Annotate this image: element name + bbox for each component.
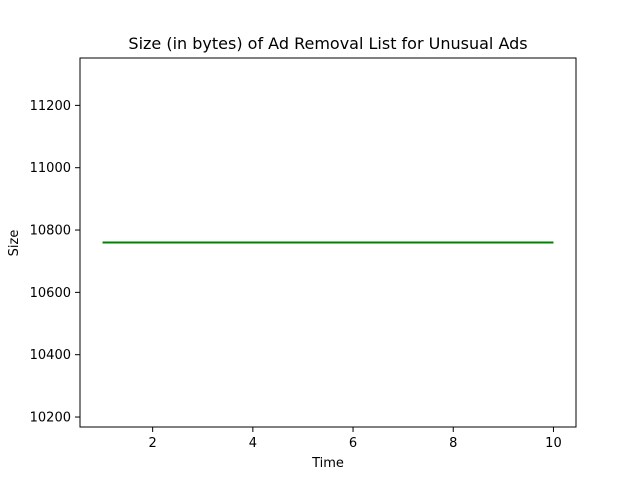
chart-title: Size (in bytes) of Ad Removal List for U… xyxy=(128,34,527,53)
y-tick-label: 11200 xyxy=(30,99,71,114)
x-tick-label: 4 xyxy=(249,436,257,451)
y-tick-label: 10600 xyxy=(30,286,71,301)
y-axis-label: Size xyxy=(7,230,22,257)
plot-frame xyxy=(79,57,577,428)
x-axis: 2 4 6 8 10 xyxy=(149,427,562,451)
y-tick-label: 10800 xyxy=(30,224,71,239)
y-tick-label: 10400 xyxy=(30,348,71,363)
x-tick-label: 2 xyxy=(149,436,157,451)
y-tick-label: 11000 xyxy=(30,161,71,176)
y-axis: 10200 10400 10600 10800 11000 11200 xyxy=(30,99,80,426)
y-tick-label: 10200 xyxy=(30,411,71,426)
x-tick-label: 6 xyxy=(349,436,357,451)
x-tick-label: 8 xyxy=(449,436,457,451)
x-axis-label: Time xyxy=(311,456,344,471)
x-tick-label: 10 xyxy=(545,436,562,451)
plot-area xyxy=(79,57,577,428)
